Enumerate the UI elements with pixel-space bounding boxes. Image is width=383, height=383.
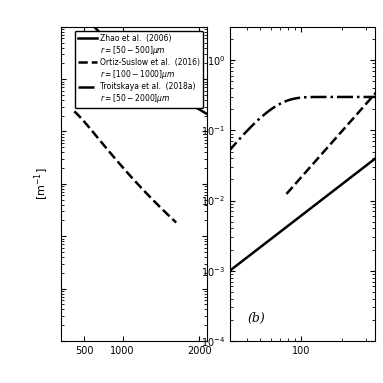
Legend: Zhao et al.  (2006), $r = [50-500]\mu m$, Ortiz-Suslow et al.  (2016), $r = [100: Zhao et al. (2006), $r = [50-500]\mu m$,… [75,31,203,108]
Text: (b): (b) [247,312,265,325]
Y-axis label: $[\mathrm{m}^{-1}]$: $[\mathrm{m}^{-1}]$ [33,168,51,200]
